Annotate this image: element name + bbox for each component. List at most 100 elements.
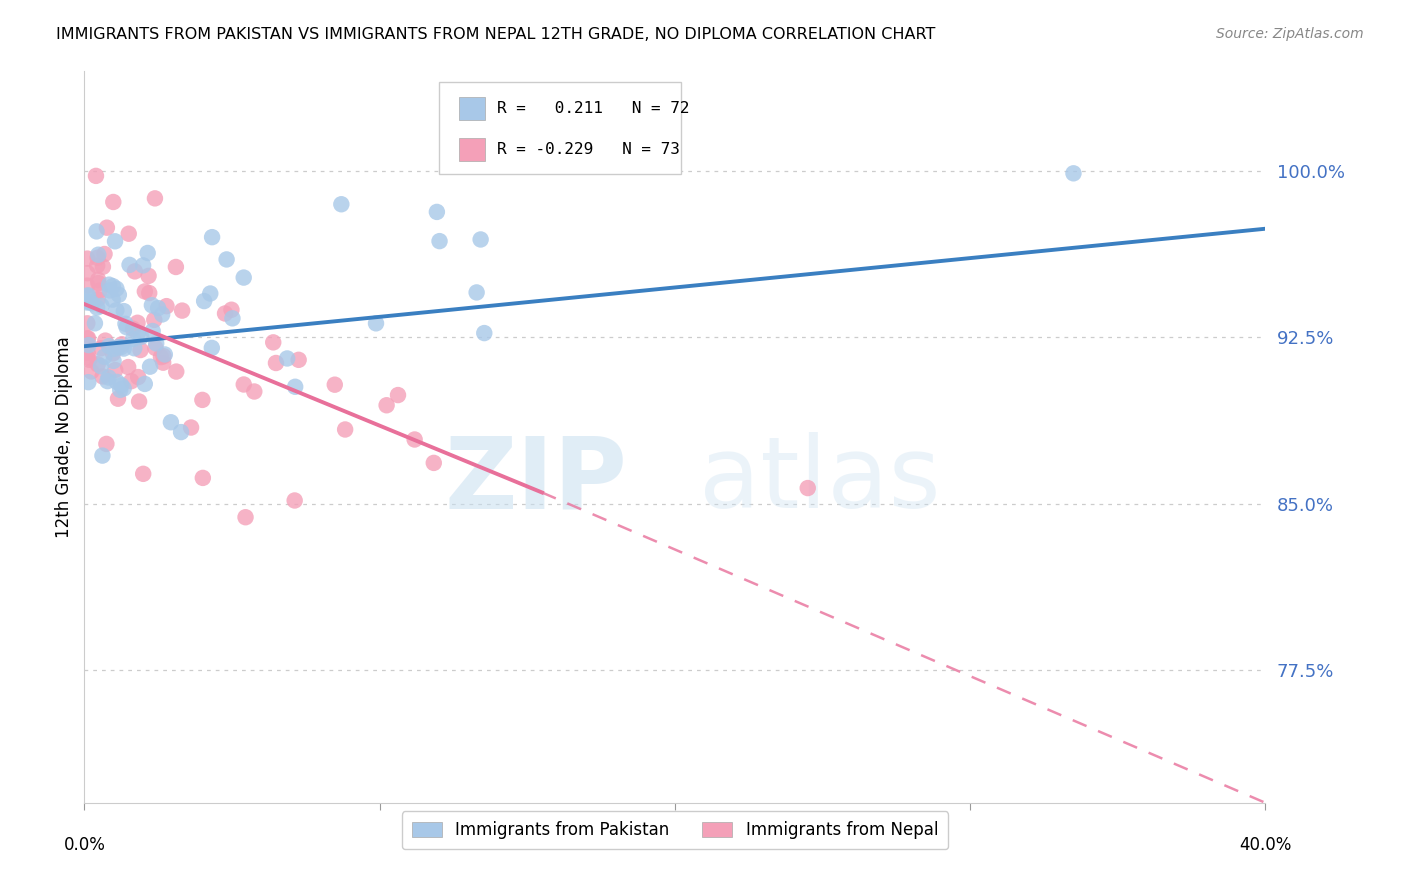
Point xyxy=(87,292,110,306)
Point xyxy=(98,284,121,298)
Point xyxy=(287,352,309,367)
Point xyxy=(143,191,166,205)
Point xyxy=(86,301,108,315)
Point xyxy=(91,449,114,463)
Point xyxy=(141,298,163,312)
Point xyxy=(160,415,183,429)
Point xyxy=(108,288,131,302)
Point xyxy=(105,303,128,318)
Point xyxy=(150,308,173,322)
Point xyxy=(90,359,112,374)
Point xyxy=(110,340,132,354)
Point xyxy=(101,346,124,360)
Point xyxy=(201,341,224,355)
Point xyxy=(90,341,112,355)
Point xyxy=(387,388,409,402)
Point xyxy=(117,359,139,374)
Point xyxy=(426,205,449,219)
Y-axis label: 12th Grade, No Diploma: 12th Grade, No Diploma xyxy=(55,336,73,538)
Point xyxy=(128,394,150,409)
Point xyxy=(77,375,100,389)
Point xyxy=(143,313,166,327)
Point xyxy=(134,376,156,391)
Point xyxy=(86,251,108,265)
Text: R = -0.229   N = 73: R = -0.229 N = 73 xyxy=(496,142,679,157)
Point xyxy=(127,316,149,330)
Point xyxy=(136,246,159,260)
Point xyxy=(76,295,98,310)
Point xyxy=(264,356,287,370)
Point xyxy=(86,357,108,371)
Point xyxy=(465,285,488,300)
Bar xyxy=(458,138,485,161)
Point xyxy=(94,334,117,348)
Point xyxy=(76,316,98,330)
Point xyxy=(429,234,451,248)
Point xyxy=(165,365,187,379)
Point xyxy=(112,381,135,395)
Point xyxy=(201,230,224,244)
Point xyxy=(235,510,257,524)
Point xyxy=(472,326,495,340)
Point xyxy=(284,493,307,508)
Text: R =   0.211   N = 72: R = 0.211 N = 72 xyxy=(496,101,689,116)
Point xyxy=(145,341,167,355)
Point xyxy=(1063,166,1085,180)
Point xyxy=(145,336,167,351)
Point xyxy=(76,278,98,293)
Point xyxy=(221,302,243,317)
Point xyxy=(105,282,128,296)
Point xyxy=(276,351,298,366)
Point xyxy=(155,299,177,313)
Point xyxy=(215,252,238,267)
Point xyxy=(284,380,307,394)
Point xyxy=(97,339,120,353)
Point xyxy=(200,286,222,301)
Point xyxy=(76,289,98,303)
Point xyxy=(96,374,118,388)
Point xyxy=(423,456,446,470)
Point xyxy=(262,335,284,350)
Point xyxy=(87,273,110,287)
FancyBboxPatch shape xyxy=(439,82,681,174)
Point xyxy=(139,359,162,374)
Point xyxy=(96,220,118,235)
Text: 0.0%: 0.0% xyxy=(63,836,105,854)
Point xyxy=(134,285,156,299)
Point xyxy=(76,332,98,346)
Point xyxy=(165,260,187,274)
Point xyxy=(115,320,138,334)
Point xyxy=(89,284,111,298)
Point xyxy=(193,294,215,309)
Point xyxy=(214,306,236,320)
Point xyxy=(91,260,114,274)
Text: 40.0%: 40.0% xyxy=(1239,836,1292,854)
Point xyxy=(124,264,146,278)
Point xyxy=(232,270,254,285)
Point xyxy=(232,377,254,392)
Text: IMMIGRANTS FROM PAKISTAN VS IMMIGRANTS FROM NEPAL 12TH GRADE, NO DIPLOMA CORRELA: IMMIGRANTS FROM PAKISTAN VS IMMIGRANTS F… xyxy=(56,27,935,42)
Point xyxy=(132,467,155,481)
Point xyxy=(76,252,98,266)
Point xyxy=(80,364,103,378)
Text: Source: ZipAtlas.com: Source: ZipAtlas.com xyxy=(1216,27,1364,41)
Legend: Immigrants from Pakistan, Immigrants from Nepal: Immigrants from Pakistan, Immigrants fro… xyxy=(402,812,948,849)
Point xyxy=(76,266,98,280)
Point xyxy=(114,317,136,331)
Point xyxy=(243,384,266,399)
Point xyxy=(107,392,129,406)
Point xyxy=(86,259,108,273)
Point xyxy=(77,338,100,352)
Point xyxy=(152,356,174,370)
Point xyxy=(101,293,124,307)
Point xyxy=(142,324,165,338)
Point xyxy=(91,369,114,384)
Point xyxy=(103,194,125,209)
Point xyxy=(84,169,107,183)
Point xyxy=(127,370,149,384)
Point xyxy=(107,340,129,354)
Point xyxy=(98,277,121,292)
Point xyxy=(103,342,125,356)
Point xyxy=(797,481,820,495)
Point xyxy=(127,326,149,340)
